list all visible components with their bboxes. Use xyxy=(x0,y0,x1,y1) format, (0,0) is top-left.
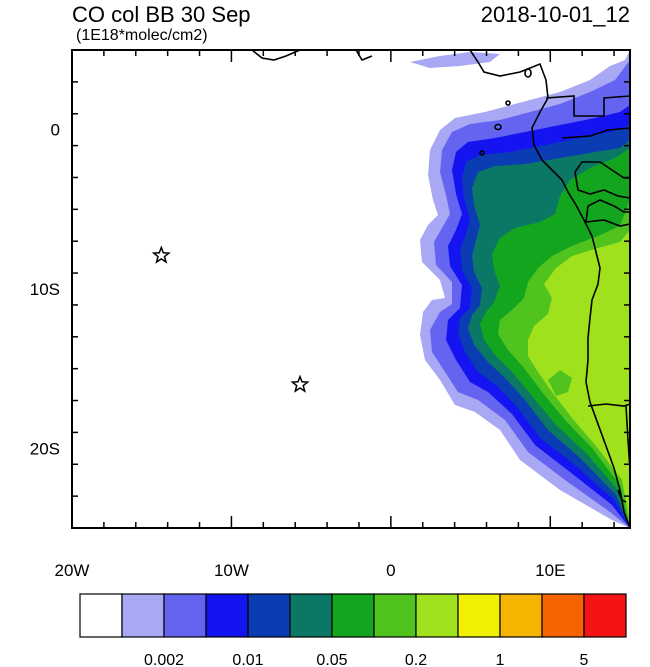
y-tick-label: 0 xyxy=(51,121,60,140)
colorbar-label: 0.2 xyxy=(405,652,427,667)
colorbar-box xyxy=(331,593,375,638)
colorbar-box xyxy=(247,593,291,638)
y-tick-label: 10S xyxy=(30,280,60,299)
colorbar-box xyxy=(79,593,123,638)
star-marker-icon xyxy=(151,245,171,264)
plot-frame xyxy=(71,49,631,529)
x-tick-label: 10E xyxy=(535,561,565,580)
timestamp: 2018-10-01_12 xyxy=(480,2,630,27)
co-field xyxy=(410,50,630,528)
x-tick-label: 0 xyxy=(386,561,395,580)
colorbar-box xyxy=(415,593,459,638)
colorbar-box xyxy=(163,593,207,638)
colorbar-box xyxy=(373,593,417,638)
map-title: CO col BB 30 Sep xyxy=(72,2,251,27)
colorbar-box xyxy=(499,593,543,638)
co-contour-lightgreen xyxy=(528,230,630,522)
colorbar-box xyxy=(121,593,165,638)
colorbar-box xyxy=(541,593,585,638)
y-tick-label: 20S xyxy=(30,439,60,458)
star-marker-icon xyxy=(290,374,310,393)
colorbar: 0.002 0.01 0.05 0.2 1 5 xyxy=(79,593,627,667)
colorbar-label: 1 xyxy=(496,652,505,667)
colorbar-label: 0.002 xyxy=(144,652,184,667)
colorbar-label: 0.01 xyxy=(232,652,263,667)
colorbar-box xyxy=(457,593,501,638)
x-tick-label: 10W xyxy=(214,561,249,580)
station-markers xyxy=(151,245,310,393)
colorbar-box xyxy=(289,593,333,638)
colorbar-box xyxy=(205,593,249,638)
axis-ticks xyxy=(71,49,630,529)
x-tick-label: 20W xyxy=(55,561,90,580)
colorbar-box xyxy=(583,593,627,638)
colorbar-label: 5 xyxy=(580,652,589,667)
colorbar-label: 0.05 xyxy=(316,652,347,667)
axis-tick-labels: 0 10S 20S 20W 10W 0 10E xyxy=(30,121,566,580)
units-label: (1E18*molec/cm2) xyxy=(76,27,208,44)
co-contour-patch xyxy=(548,370,572,396)
